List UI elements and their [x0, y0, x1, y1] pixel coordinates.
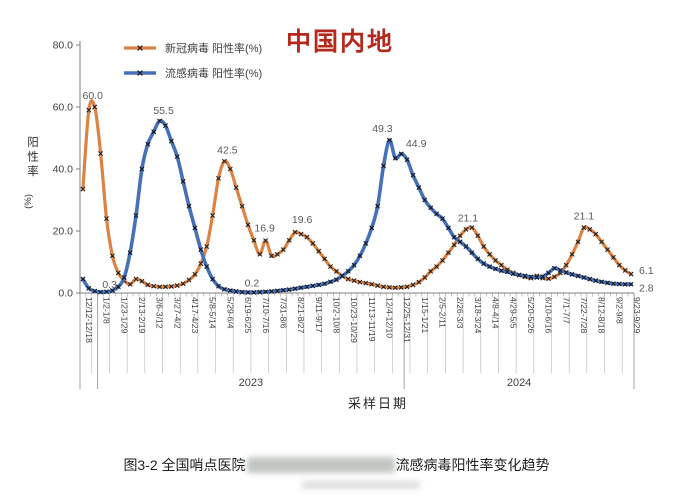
x-tick-label: 8/12-8/18	[597, 297, 607, 334]
x-tick-label: 5/8-5/14	[208, 297, 218, 329]
x-axis-title: 采样日期	[347, 396, 408, 411]
y-tick-label: 60.0	[53, 102, 74, 114]
data-label: 6.1	[639, 265, 654, 277]
y-tick-label: 40.0	[53, 164, 74, 176]
x-tick-label: 5/29-6/4	[225, 297, 235, 329]
legend-covid-label: 新冠病毒 阳性率(%)	[165, 43, 263, 55]
data-label: 21.1	[458, 213, 479, 225]
y-tick-label: 80.0	[53, 40, 74, 52]
x-tick-label: 8/21-8/27	[296, 297, 306, 334]
chart-canvas: 2023 2024 0.0 20.0 40.0 60.0 80.0 12/12-12/18 1/…	[53, 40, 654, 389]
caption-suffix: 流感病毒阳性率变化趋势	[395, 457, 550, 473]
x-tick-label: 5/20-5/26	[526, 297, 536, 334]
x-tick-label: 10/2-10/8	[331, 297, 341, 334]
x-tick-label: 4/29-5/5	[508, 297, 518, 329]
data-label: 0.3	[102, 279, 117, 291]
x-tick-label: 2/5-2/11	[438, 297, 448, 328]
y-axis-unit: (%)	[22, 194, 34, 209]
x-tick-label: 6/10-6/16	[544, 297, 554, 334]
y-tick-label: 20.0	[53, 226, 74, 238]
x-tick-label: 7/31-8/6	[278, 297, 288, 329]
data-label: 55.5	[153, 105, 174, 117]
legend-flu-label: 流感病毒 阳性率(%)	[165, 68, 263, 80]
x-tick-label: 7/10-7/16	[261, 297, 271, 334]
x-tick-label: 1/2-1/8	[102, 297, 112, 324]
x-tick-label: 3/6-3/12	[155, 297, 165, 329]
year-label: 2023	[239, 377, 263, 389]
data-label: 44.9	[406, 138, 427, 150]
legend-item-covid: 新冠病毒 阳性率(%)	[122, 40, 262, 56]
x-tick-label: 9/2-9/8	[614, 297, 624, 324]
data-label: 21.1	[574, 211, 595, 223]
data-label: 42.5	[217, 144, 238, 156]
data-label: 60.0	[83, 90, 104, 102]
chart-title: 中国内地	[286, 28, 395, 56]
x-tick-label: 2/26-3/3	[455, 297, 465, 329]
x-tick-label: 10/23-10/29	[349, 297, 359, 343]
x-tick-label: 6/19-6/25	[243, 297, 253, 334]
data-label: 0.2	[245, 277, 260, 289]
x-tick-label: 1/15-1/21	[420, 297, 430, 334]
data-label: 2.8	[639, 282, 654, 294]
x-tick-label: 1/23-1/29	[119, 297, 129, 334]
x-tick-label: 12/12-12/18	[84, 297, 94, 343]
caption-redacted-blur	[246, 457, 395, 473]
caption-prefix: 图3-2 全国哨点医院	[123, 457, 246, 473]
x-tick-label: 3/18-3/24	[473, 297, 483, 334]
legend: 新冠病毒 阳性率(%) 流感病毒 阳性率(%)	[122, 40, 262, 81]
legend-flu-line-icon	[124, 70, 156, 76]
x-tick-label: 9/11-9/17	[314, 297, 324, 333]
y-axis-title: 阳性率	[26, 136, 38, 180]
flu-point-markers	[80, 118, 634, 295]
x-tick-label: 9/23-9/29	[632, 297, 642, 334]
year-label: 2024	[507, 377, 531, 389]
x-tick-label: 3/27-4/2	[172, 297, 182, 329]
x-tick-label: 4/8-4/14	[491, 297, 501, 329]
x-tick-label: 7/1-7/7	[561, 297, 571, 324]
legend-item-flu: 流感病毒 阳性率(%)	[122, 65, 262, 81]
data-label: 19.6	[292, 214, 313, 226]
x-tick-label: 11/13-11/19	[367, 297, 377, 342]
y-tick-label: 0.0	[58, 288, 73, 300]
data-label: 49.3	[372, 123, 393, 135]
caption-blur-smudge	[302, 481, 420, 489]
x-tick-label: 2/13-2/19	[137, 297, 147, 334]
figure-caption: 图3-2 全国哨点医院 流感病毒阳性率变化趋势	[0, 455, 673, 475]
x-tick-label: 7/22-7/28	[579, 297, 589, 334]
flu-line	[81, 118, 633, 295]
legend-covid-line-icon	[124, 45, 156, 51]
x-tick-label: 12/4-12/10	[385, 297, 395, 338]
x-tick-label: 4/17-4/23	[190, 297, 200, 334]
data-label: 16.9	[254, 223, 275, 235]
x-tick-label: 12/25-12/31	[402, 297, 412, 343]
